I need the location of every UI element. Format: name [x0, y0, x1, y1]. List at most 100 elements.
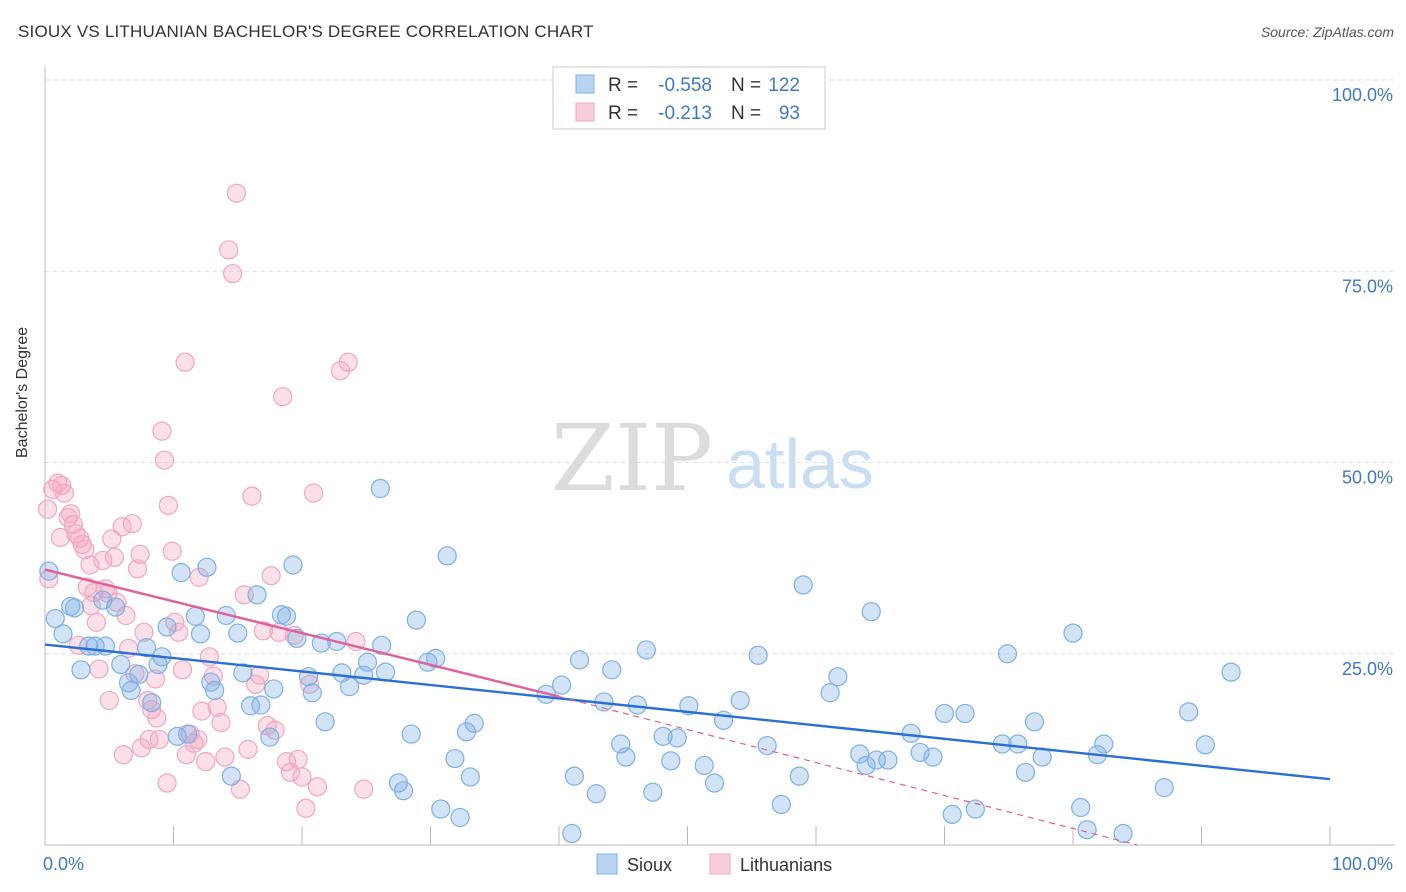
data-point [242, 486, 262, 506]
data-point [401, 724, 421, 744]
data-point [113, 745, 133, 765]
data-point [127, 559, 148, 579]
data-point [152, 421, 172, 441]
data-point [1071, 797, 1091, 818]
legend-label-sioux: Sioux [627, 855, 672, 875]
data-point [1154, 778, 1174, 798]
y-tick-label: 100.0% [1332, 85, 1393, 105]
data-point [1221, 662, 1241, 682]
data-point [157, 773, 177, 793]
data-point [551, 675, 572, 695]
trend-line-dashed [558, 696, 1138, 846]
data-point [586, 784, 606, 804]
data-point [694, 755, 714, 776]
data-point [190, 624, 211, 644]
data-point [221, 766, 241, 786]
data-point [197, 557, 217, 577]
data-point [1094, 734, 1114, 754]
stats-r-value: -0.558 [658, 75, 712, 96]
stats-n-value: 93 [779, 103, 800, 124]
y-tick-label: 75.0% [1342, 276, 1393, 296]
data-point [1008, 734, 1028, 754]
data-point [704, 773, 725, 793]
data-point [53, 624, 73, 644]
data-point [64, 598, 85, 618]
data-point [661, 751, 681, 771]
data-point [171, 563, 191, 583]
data-point [134, 622, 154, 642]
data-point [175, 352, 195, 372]
data-point [52, 475, 72, 496]
data-point [37, 499, 58, 519]
data-point [910, 742, 930, 763]
data-point [162, 541, 182, 561]
data-point [856, 755, 876, 776]
legend-swatch-lithuanians [709, 853, 731, 875]
data-point [1015, 762, 1036, 782]
data-point [302, 683, 322, 703]
data-point [667, 728, 687, 748]
x-tick-label-right: 100.0% [1332, 854, 1393, 874]
data-point [288, 749, 308, 769]
data-point [80, 555, 100, 575]
data-point [828, 667, 848, 687]
data-point [643, 782, 663, 802]
data-point [196, 752, 216, 772]
data-point [861, 602, 881, 622]
data-point [215, 747, 235, 767]
data-point [260, 727, 280, 747]
data-point [154, 450, 175, 470]
data-point [1179, 702, 1199, 722]
data-point [136, 638, 157, 658]
series-lithuanians [37, 183, 374, 818]
stats-legend-box [552, 66, 826, 130]
data-point [50, 527, 71, 548]
data-point [68, 635, 89, 655]
data-point [205, 680, 225, 701]
legend-label-lithuanians: Lithuanians [740, 855, 832, 875]
data-point [338, 352, 358, 372]
x-tick-label-left: 0.0% [43, 854, 84, 874]
data-point [207, 697, 227, 717]
data-point [71, 660, 91, 680]
data-point [261, 566, 281, 586]
data-point [292, 767, 312, 787]
data-point [431, 799, 451, 819]
data-point [1195, 735, 1215, 755]
data-point [564, 766, 585, 786]
data-point [106, 597, 126, 617]
data-point [86, 612, 107, 632]
data-point [901, 723, 921, 743]
data-point [129, 664, 149, 685]
data-point [372, 635, 392, 655]
data-point [923, 747, 943, 767]
data-point [176, 745, 196, 765]
data-point [189, 567, 209, 587]
data-point [1024, 712, 1045, 732]
stats-n-label: N = [731, 103, 761, 124]
data-point [370, 478, 390, 499]
data-point [169, 622, 189, 642]
data-point [748, 645, 768, 665]
bottom-legend: Sioux Lithuanians [596, 853, 832, 875]
chart-title: SIOUX VS LITHUANIAN BACHELOR'S DEGREE CO… [18, 22, 594, 41]
data-point [276, 606, 297, 626]
data-point [878, 750, 898, 770]
data-point [211, 712, 231, 733]
data-point [81, 595, 101, 616]
data-point [820, 683, 840, 703]
data-point [158, 495, 178, 515]
series-sioux [39, 478, 1241, 844]
legend-swatch-sioux [596, 853, 618, 875]
data-point [789, 766, 809, 786]
data-point [679, 696, 699, 716]
data-point [228, 623, 248, 643]
data-point [393, 781, 414, 801]
data-point [253, 621, 274, 641]
trend-line-lithuanians [44, 568, 560, 698]
stats-r-value: -0.213 [658, 103, 712, 124]
data-point [730, 690, 750, 711]
data-point [315, 712, 335, 732]
data-point [264, 679, 284, 699]
data-point [157, 617, 177, 637]
